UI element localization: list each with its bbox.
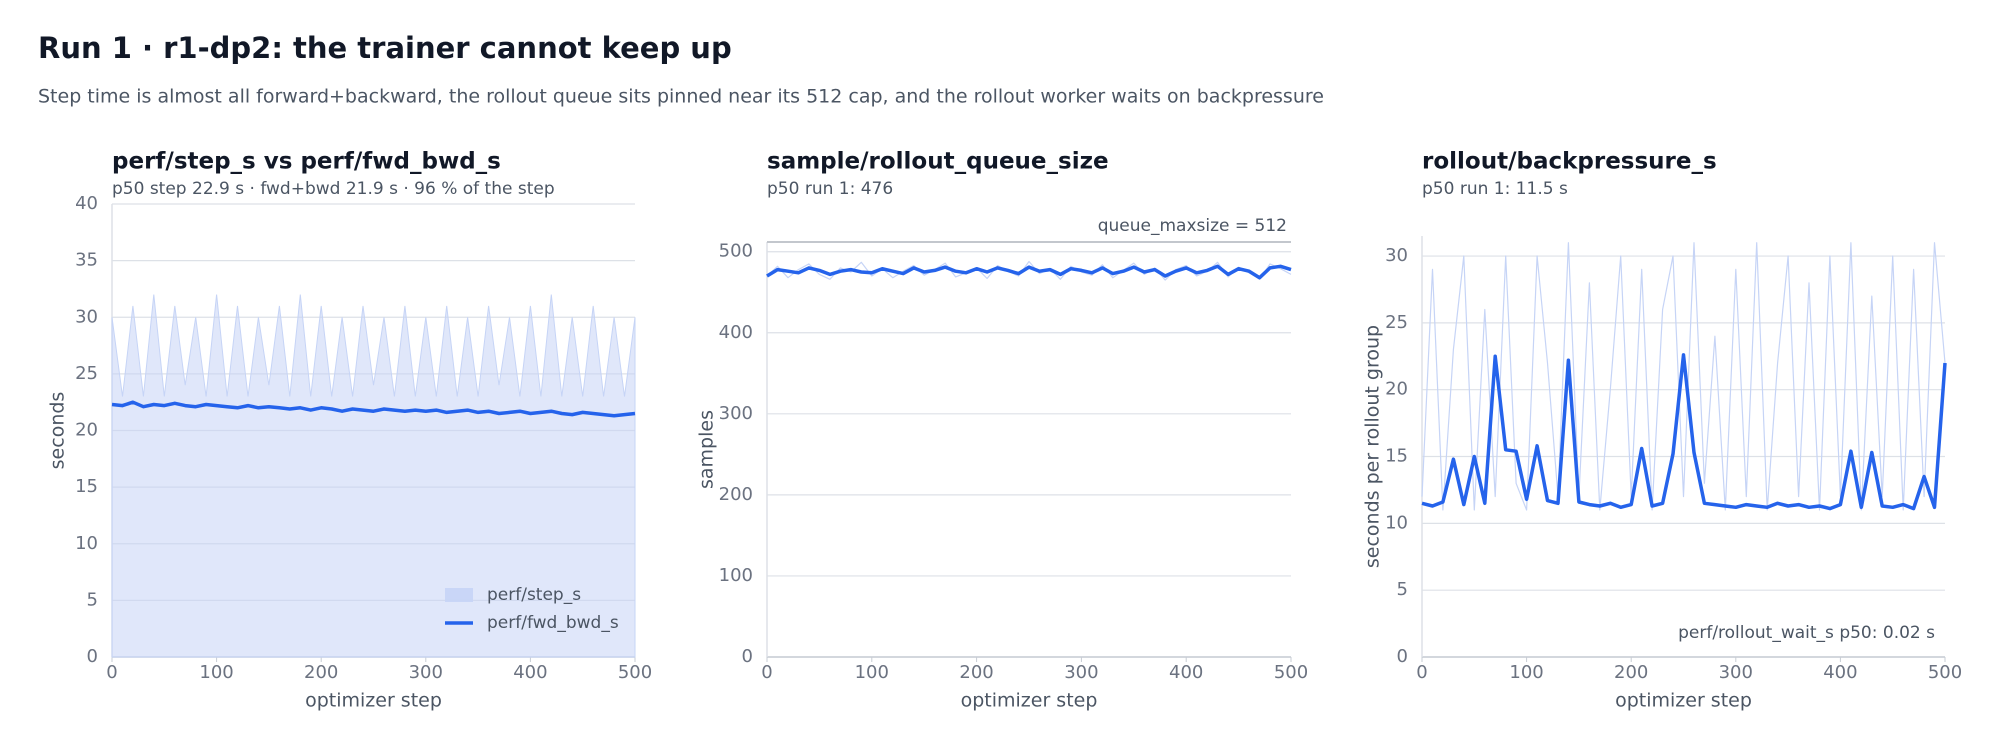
panel: perf/step_s vs perf/fwd_bwd_s p50 step 22…	[47, 149, 653, 712]
panel-subtitle: p50 step 22.9 s · fwd+bwd 21.9 s · 96 % …	[112, 179, 555, 199]
legend-swatch	[445, 588, 473, 602]
x-axis-label: optimizer step	[305, 690, 442, 712]
x-tick-label: 300	[1719, 662, 1753, 683]
panel-title: sample/rollout_queue_size	[767, 149, 1109, 175]
y-tick-label: 40	[75, 193, 98, 214]
x-tick-label: 100	[199, 662, 233, 683]
area	[111, 294, 636, 658]
y-tick-label: 0	[87, 646, 98, 667]
reference-label: queue_maxsize = 512	[1098, 216, 1287, 236]
y-tick-label: 15	[75, 476, 98, 497]
y-tick-label: 10	[75, 533, 98, 554]
panel-title: perf/step_s vs perf/fwd_bwd_s	[112, 149, 501, 175]
x-tick-label: 0	[106, 662, 117, 683]
x-tick-label: 300	[409, 662, 443, 683]
y-tick-label: 200	[719, 484, 753, 505]
x-tick-label: 0	[761, 662, 772, 683]
y-tick-label: 0	[1397, 646, 1408, 667]
y-tick-label: 300	[719, 403, 753, 424]
y-tick-label: 0	[742, 646, 753, 667]
note: perf/rollout_wait_s p50: 0.02 s	[1678, 623, 1935, 643]
x-tick-label: 100	[855, 662, 889, 683]
x-tick-label: 200	[959, 662, 993, 683]
panel-subtitle: p50 run 1: 476	[767, 179, 893, 199]
y-tick-label: 30	[75, 306, 98, 327]
x-tick-label: 400	[513, 662, 547, 683]
y-tick-label: 20	[1385, 379, 1408, 400]
x-axis-label: optimizer step	[1615, 690, 1752, 712]
y-tick-label: 5	[87, 589, 98, 610]
panel-title: rollout/backpressure_s	[1422, 149, 1717, 175]
x-tick-label: 500	[618, 662, 652, 683]
y-tick-label: 400	[719, 322, 753, 343]
x-tick-label: 400	[1169, 662, 1203, 683]
line	[766, 264, 1292, 280]
y-tick-label: 10	[1385, 512, 1408, 533]
y-tick-label: 15	[1385, 446, 1408, 467]
x-axis-label: optimizer step	[961, 690, 1098, 712]
x-tick-label: 500	[1928, 662, 1962, 683]
y-tick-label: 20	[75, 420, 98, 441]
line	[1421, 242, 1946, 511]
y-tick-label: 5	[1397, 579, 1408, 600]
x-tick-label: 200	[1614, 662, 1648, 683]
legend-label: perf/fwd_bwd_s	[487, 613, 619, 633]
panel-subtitle: p50 run 1: 11.5 s	[1422, 179, 1568, 199]
y-tick-label: 100	[719, 565, 753, 586]
y-axis-label: samples	[696, 410, 718, 489]
y-tick-label: 25	[75, 363, 98, 384]
legend-label: perf/step_s	[487, 585, 581, 605]
page-subtitle: Step time is almost all forward+backward…	[38, 86, 1324, 108]
x-tick-label: 500	[1274, 662, 1308, 683]
y-tick-label: 35	[75, 250, 98, 271]
x-tick-label: 100	[1509, 662, 1543, 683]
page-title: Run 1 · r1-dp2: the trainer cannot keep …	[38, 31, 732, 65]
y-axis-label: seconds per rollout group	[1362, 325, 1384, 568]
line	[1421, 353, 1947, 511]
line	[111, 400, 636, 418]
panel: sample/rollout_queue_size p50 run 1: 476 0…	[696, 149, 1309, 712]
y-tick-label: 25	[1385, 312, 1408, 333]
panel: rollout/backpressure_s p50 run 1: 11.5 s 0…	[1362, 149, 1963, 712]
y-axis-label: seconds	[47, 392, 69, 470]
x-tick-label: 0	[1416, 662, 1427, 683]
x-tick-label: 200	[304, 662, 338, 683]
x-tick-label: 400	[1823, 662, 1857, 683]
x-tick-label: 300	[1064, 662, 1098, 683]
y-tick-label: 500	[719, 241, 753, 262]
y-tick-label: 30	[1385, 245, 1408, 266]
